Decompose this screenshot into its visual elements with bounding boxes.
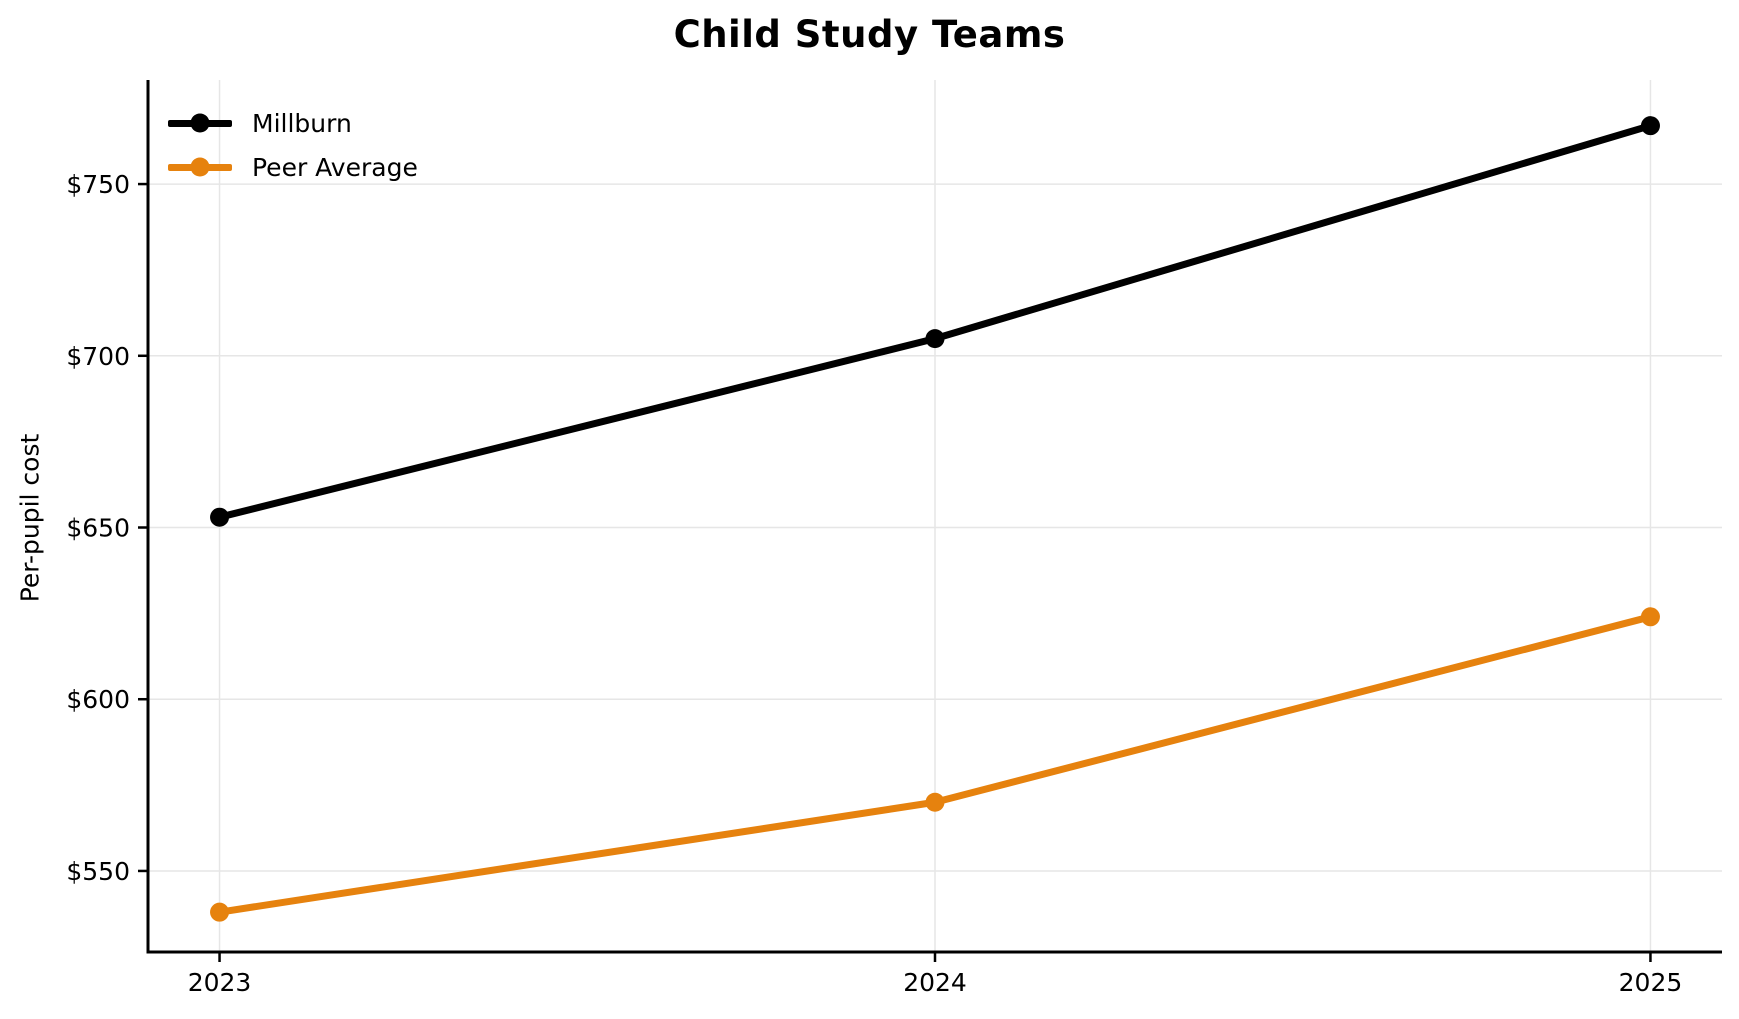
y-tick-label-650: $650 xyxy=(66,514,130,543)
millburn-point-2025 xyxy=(1640,116,1660,136)
peer-average-legend-marker-icon xyxy=(190,157,210,177)
y-tick-label-750: $750 xyxy=(66,170,130,199)
y-tick-label-550: $550 xyxy=(66,857,130,886)
y-tick-label-600: $600 xyxy=(66,685,130,714)
y-tick-label-700: $700 xyxy=(66,342,130,371)
x-tick-label-2024: 2024 xyxy=(903,968,967,997)
peer-average-point-2024 xyxy=(925,792,945,812)
x-tick-label-2023: 2023 xyxy=(188,968,252,997)
chart-title: Child Study Teams xyxy=(673,13,1066,56)
peer-average-point-2025 xyxy=(1640,607,1660,627)
millburn-point-2023 xyxy=(210,507,230,527)
peer-average-point-2023 xyxy=(210,902,230,922)
legend-label-millburn: Millburn xyxy=(252,108,352,138)
millburn-point-2024 xyxy=(925,329,945,349)
legend-label-peer-average: Peer Average xyxy=(252,152,418,182)
millburn-legend-line-icon xyxy=(168,113,232,133)
millburn-legend-marker-icon xyxy=(190,113,210,133)
legend-item-peer-average: Peer Average xyxy=(168,145,418,189)
y-axis-label: Per-pupil cost xyxy=(15,433,45,603)
peer-average-legend-line-icon xyxy=(168,157,232,177)
legend-item-millburn: Millburn xyxy=(168,101,418,145)
x-tick-label-2025: 2025 xyxy=(1619,968,1683,997)
legend: Millburn Peer Average xyxy=(168,101,418,189)
